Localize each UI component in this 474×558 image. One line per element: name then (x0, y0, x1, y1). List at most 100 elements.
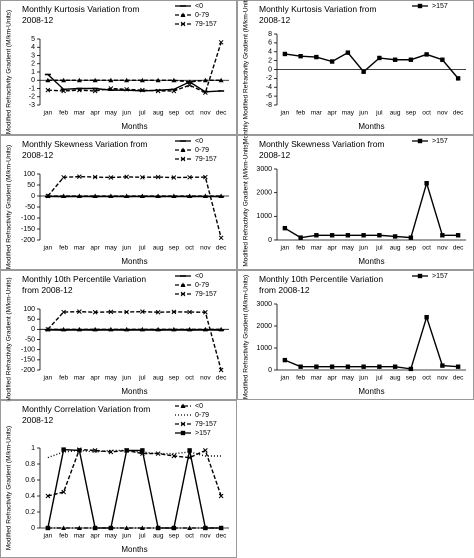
y-tick-label: -100 (21, 347, 35, 354)
legend-label: 79-157 (195, 421, 217, 428)
marker (417, 273, 423, 279)
y-tick-label: 3000 (256, 166, 272, 173)
series-line (47, 448, 222, 497)
x-tick-label: feb (296, 375, 305, 382)
x-tick-label: feb (59, 110, 68, 117)
marker (180, 156, 186, 162)
x-axis-label: Months (121, 257, 147, 266)
marker (282, 51, 288, 57)
marker (203, 309, 208, 315)
x-tick-label: sep (169, 245, 180, 252)
x-tick-label: sep (169, 533, 180, 540)
legend-label: >157 (432, 273, 448, 280)
x-tick-label: aug (153, 245, 164, 252)
y-tick-label: 5 (31, 36, 35, 43)
marker (218, 525, 224, 531)
x-tick-label: oct (185, 375, 194, 382)
x-tick-label: sep (406, 375, 417, 382)
marker (92, 525, 98, 531)
x-axis-label: Months (121, 122, 147, 131)
marker (124, 86, 129, 92)
marker (408, 235, 414, 240)
x-tick-label: sep (169, 110, 180, 117)
x-tick-label: dec (453, 110, 464, 117)
y-tick-label: -1 (29, 85, 35, 92)
x-tick-label: may (105, 245, 118, 252)
y-tick-label: -4 (266, 84, 272, 91)
marker (92, 174, 98, 180)
marker (139, 77, 145, 83)
marker (202, 193, 208, 198)
y-tick-label: 100 (23, 306, 35, 313)
marker (171, 175, 177, 180)
y-tick-label: -2 (29, 94, 35, 101)
y-tick-label: 4 (31, 44, 35, 51)
y-tick-label: 0 (268, 66, 272, 73)
x-tick-label: dec (216, 533, 227, 540)
x-tick-label: sep (169, 375, 180, 382)
y-tick-label: -50 (25, 204, 35, 211)
x-axis-label: Months (121, 387, 147, 396)
marker (61, 309, 66, 315)
x-tick-label: jul (138, 110, 146, 117)
marker (392, 57, 398, 62)
marker (298, 235, 303, 240)
marker (417, 138, 423, 144)
legend-label: 0-79 (195, 412, 209, 419)
marker (140, 309, 145, 314)
x-tick-label: nov (200, 110, 211, 117)
marker (218, 39, 224, 45)
x-tick-label: apr (327, 110, 337, 117)
x-tick-label: jun (121, 245, 131, 252)
x-tick-label: feb (296, 245, 305, 252)
x-tick-label: mar (74, 375, 86, 382)
series-line (284, 51, 459, 79)
chart-title: Monthly 10th Percentile Variation from 2… (22, 274, 147, 295)
legend-label: <0 (195, 403, 203, 410)
marker (203, 448, 208, 453)
marker (124, 309, 129, 315)
marker (92, 309, 98, 315)
y-tick-label: 1 (31, 445, 35, 452)
x-tick-label: dec (453, 375, 464, 382)
x-tick-label: oct (185, 245, 194, 252)
title-box: Monthly 10th Percentile Variation from 2… (259, 274, 383, 295)
marker (408, 57, 414, 62)
marker (180, 403, 186, 408)
title-box: Monthly Skewness Variation from 2008-12 (259, 139, 385, 160)
y-tick-label: 4 (268, 49, 272, 56)
marker (139, 193, 145, 198)
marker (314, 233, 319, 238)
y-tick-label: 0.2 (25, 509, 35, 516)
x-tick-label: dec (216, 375, 227, 382)
marker (187, 309, 192, 315)
marker (61, 326, 67, 332)
marker (76, 326, 82, 332)
marker (171, 453, 177, 459)
marker (180, 430, 186, 436)
marker (417, 3, 423, 9)
x-tick-label: jul (375, 245, 383, 252)
series-line (47, 310, 222, 371)
x-tick-label: oct (185, 110, 194, 117)
marker (76, 525, 82, 530)
panel-border (0, 0, 237, 135)
x-tick-label: apr (90, 533, 100, 540)
x-tick-label: mar (74, 245, 86, 252)
y-tick-label: -6 (266, 93, 272, 100)
x-tick-label: mar (74, 110, 86, 117)
x-tick-label: may (342, 375, 355, 382)
legend-label: <0 (195, 138, 203, 145)
marker (282, 357, 288, 363)
x-tick-label: jan (280, 110, 290, 117)
y-tick-label: 0 (31, 326, 35, 333)
marker (361, 69, 366, 74)
marker (171, 326, 177, 332)
legend-label: 0-79 (195, 12, 209, 19)
marker (180, 147, 186, 152)
chart-title: Monthly Correlation Variation from 2008-… (22, 404, 151, 425)
marker (61, 193, 67, 198)
x-tick-label: jan (43, 245, 53, 252)
